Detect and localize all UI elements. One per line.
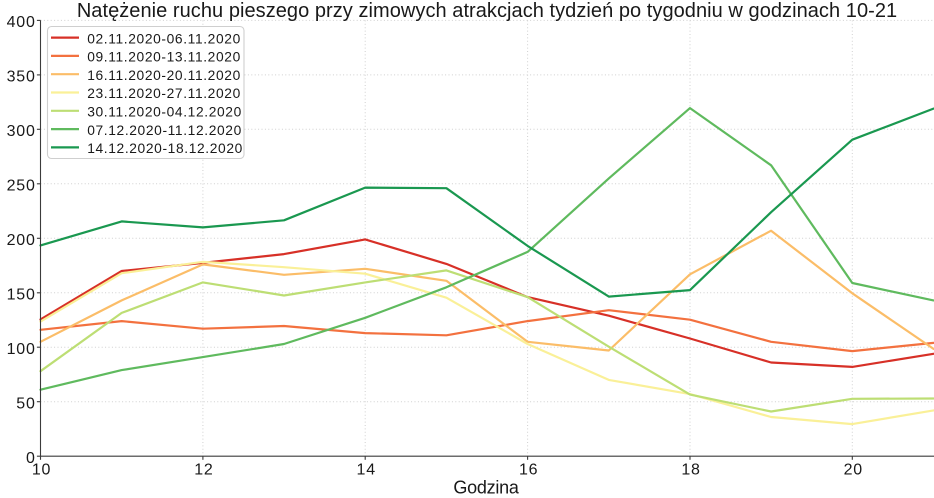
- svg-text:100: 100: [7, 341, 36, 358]
- svg-text:18: 18: [681, 462, 700, 479]
- svg-text:16: 16: [519, 462, 538, 479]
- svg-text:150: 150: [7, 287, 36, 304]
- svg-text:10: 10: [32, 462, 51, 479]
- svg-text:350: 350: [7, 69, 36, 86]
- svg-text:14: 14: [357, 462, 376, 479]
- svg-text:09.11.2020-13.11.2020: 09.11.2020-13.11.2020: [87, 50, 241, 65]
- svg-text:250: 250: [7, 178, 36, 195]
- svg-text:16.11.2020-20.11.2020: 16.11.2020-20.11.2020: [87, 68, 241, 83]
- svg-text:400: 400: [7, 14, 36, 31]
- svg-text:Natężenie ruchu pieszego przy: Natężenie ruchu pieszego przy zimowych a…: [77, 0, 897, 22]
- svg-text:20: 20: [844, 462, 863, 479]
- svg-text:12: 12: [194, 462, 213, 479]
- svg-text:50: 50: [16, 395, 35, 412]
- svg-text:200: 200: [7, 232, 36, 249]
- svg-text:02.11.2020-06.11.2020: 02.11.2020-06.11.2020: [87, 31, 241, 46]
- svg-text:Godzina: Godzina: [453, 478, 520, 498]
- svg-text:30.11.2020-04.12.2020: 30.11.2020-04.12.2020: [87, 105, 242, 120]
- svg-text:0: 0: [26, 450, 36, 467]
- svg-text:23.11.2020-27.11.2020: 23.11.2020-27.11.2020: [87, 86, 241, 101]
- svg-text:300: 300: [7, 123, 36, 140]
- svg-text:14.12.2020-18.12.2020: 14.12.2020-18.12.2020: [87, 141, 243, 156]
- svg-text:07.12.2020-11.12.2020: 07.12.2020-11.12.2020: [87, 123, 242, 138]
